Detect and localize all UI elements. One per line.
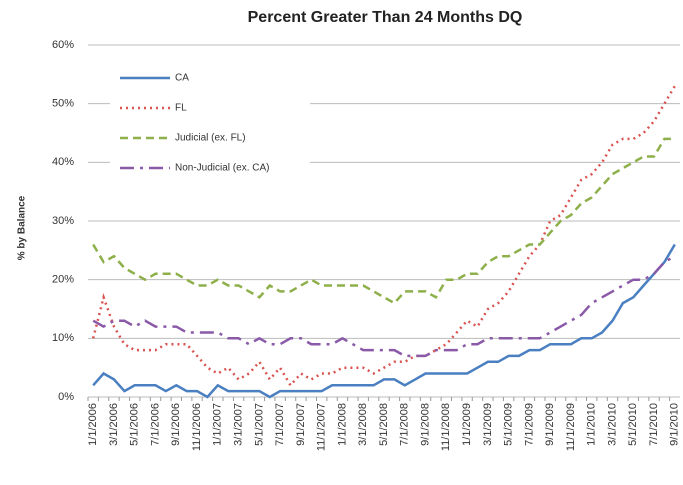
x-tick-label: 9/1/2006 xyxy=(170,403,182,446)
x-tick-label: 3/1/2010 xyxy=(606,403,618,446)
line-series xyxy=(92,243,676,399)
x-tick-label: 7/1/2007 xyxy=(274,403,286,446)
x-tick-label: 11/1/2006 xyxy=(191,403,203,451)
y-tick-label: 30% xyxy=(52,215,74,227)
y-tick-label: 10% xyxy=(52,332,74,344)
x-tick-label: 7/1/2010 xyxy=(648,403,660,446)
y-tick-label: 50% xyxy=(52,98,74,110)
x-tick-label: 3/1/2006 xyxy=(108,403,120,446)
x-tick-label: 5/1/2009 xyxy=(503,403,515,446)
x-tick-label: 7/1/2006 xyxy=(149,403,161,446)
y-axis-label: % by Balance xyxy=(17,195,28,260)
chart-title: Percent Greater Than 24 Months DQ xyxy=(248,9,523,26)
x-tick-label: 9/1/2007 xyxy=(295,403,307,446)
y-tick-label: 60% xyxy=(52,39,74,51)
x-tick-label: 5/1/2008 xyxy=(378,403,390,446)
x-tick-label: 1/1/2010 xyxy=(586,403,598,446)
legend-label: Non-Judicial (ex. CA) xyxy=(175,163,269,174)
x-tick-label: 11/1/2007 xyxy=(316,403,328,451)
line-series xyxy=(91,85,676,388)
x-tick-label: 1/1/2008 xyxy=(336,403,348,446)
x-tick-label: 1/1/2007 xyxy=(212,403,224,446)
y-tick-label: 0% xyxy=(58,391,74,403)
legend-box xyxy=(110,66,310,190)
x-tick-label: 9/1/2010 xyxy=(669,403,681,446)
x-tick-label: 9/1/2009 xyxy=(544,403,556,446)
x-tick-label: 3/1/2009 xyxy=(482,403,494,446)
line-series xyxy=(92,137,675,305)
x-tick-label: 9/1/2008 xyxy=(419,403,431,446)
y-tick-label: 40% xyxy=(52,156,74,168)
x-tick-label: 11/1/2009 xyxy=(565,403,577,451)
legend-label: FL xyxy=(175,103,187,114)
x-tick-label: 1/1/2009 xyxy=(461,403,473,446)
x-tick-label: 3/1/2007 xyxy=(233,403,245,446)
x-tick-label: 7/1/2008 xyxy=(399,403,411,446)
x-tick-label: 5/1/2007 xyxy=(253,403,265,446)
x-tick-label: 3/1/2008 xyxy=(357,403,369,446)
legend-label: Judicial (ex. FL) xyxy=(175,133,246,144)
x-tick-label: 11/1/2008 xyxy=(440,403,452,451)
x-tick-label: 5/1/2006 xyxy=(129,403,141,446)
x-tick-label: 1/1/2006 xyxy=(87,403,99,446)
x-tick-label: 5/1/2010 xyxy=(627,403,639,446)
x-tick-label: 7/1/2009 xyxy=(523,403,535,446)
y-tick-label: 20% xyxy=(52,274,74,286)
line-series xyxy=(92,255,676,358)
legend-label: CA xyxy=(175,73,189,84)
